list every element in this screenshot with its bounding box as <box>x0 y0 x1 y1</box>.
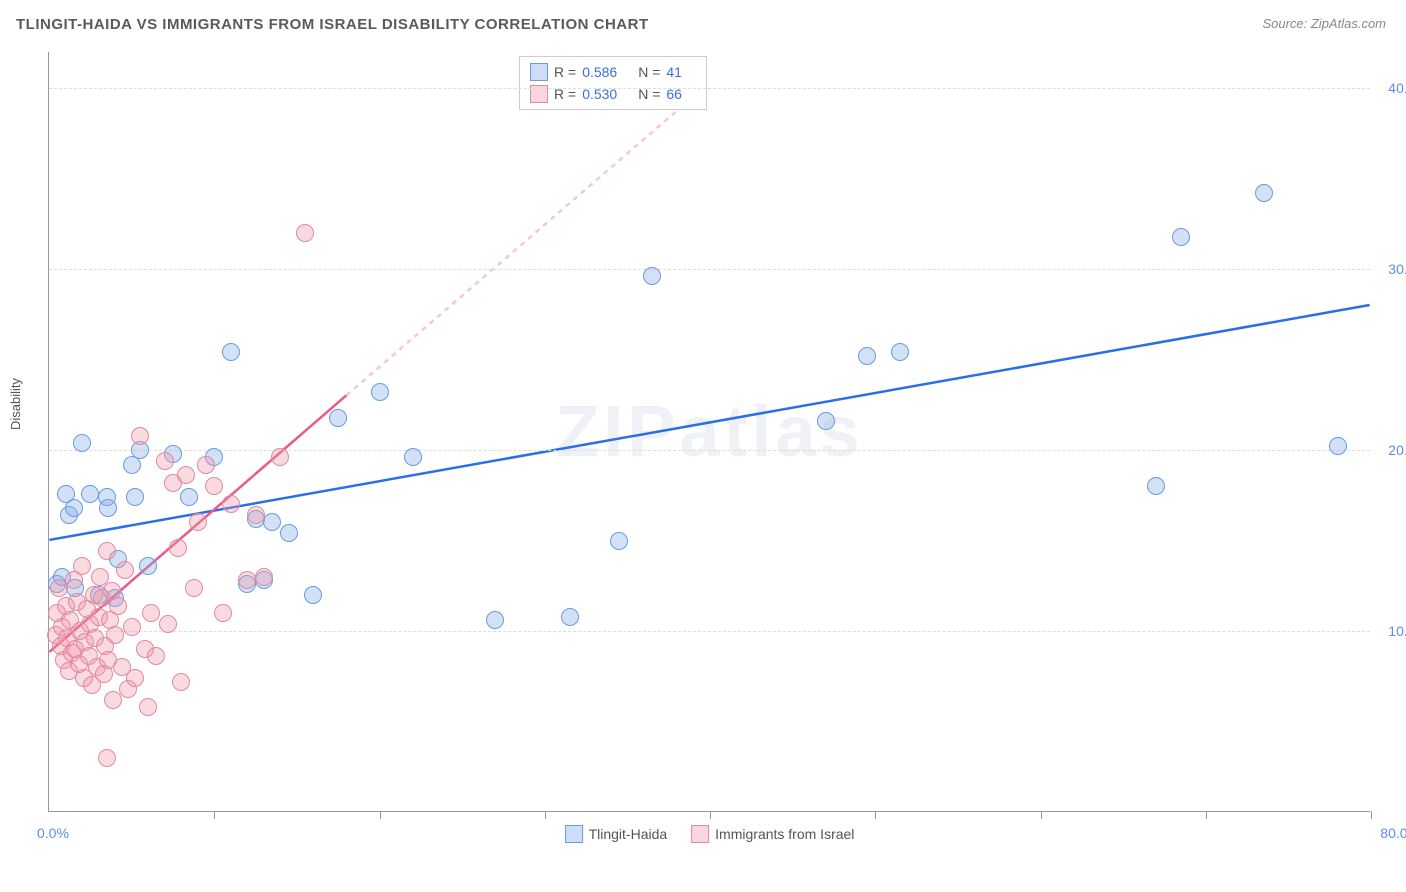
scatter-point <box>247 506 265 524</box>
scatter-point <box>238 571 256 589</box>
scatter-point <box>1147 477 1165 495</box>
scatter-point <box>296 224 314 242</box>
scatter-point <box>142 604 160 622</box>
scatter-point <box>98 542 116 560</box>
scatter-point <box>304 586 322 604</box>
gridline-h <box>49 631 1370 632</box>
scatter-point <box>214 604 232 622</box>
scatter-point <box>891 343 909 361</box>
legend-correlation: R = 0.586 N = 41 R = 0.530 N = 66 <box>519 56 707 110</box>
watermark: ZIPatlas <box>555 391 863 473</box>
scatter-point <box>404 448 422 466</box>
x-tick <box>1371 811 1372 819</box>
scatter-point <box>177 466 195 484</box>
scatter-point <box>126 669 144 687</box>
gridline-h <box>49 450 1370 451</box>
scatter-point <box>561 608 579 626</box>
legend-series-label: Immigrants from Israel <box>715 826 854 842</box>
x-tick <box>875 811 876 819</box>
r-value: 0.530 <box>582 83 632 105</box>
scatter-point <box>189 513 207 531</box>
scatter-point <box>1255 184 1273 202</box>
n-value: 66 <box>666 83 696 105</box>
trend-lines-svg <box>49 52 1370 811</box>
y-axis-label: Disability <box>8 378 23 430</box>
scatter-point <box>109 597 127 615</box>
scatter-point <box>73 434 91 452</box>
legend-swatch <box>565 825 583 843</box>
scatter-point <box>197 456 215 474</box>
y-tick-label: 30.0% <box>1388 261 1406 277</box>
x-axis-min-label: 0.0% <box>37 825 69 841</box>
scatter-point <box>486 611 504 629</box>
scatter-point <box>329 409 347 427</box>
scatter-point <box>106 626 124 644</box>
scatter-point <box>180 488 198 506</box>
scatter-point <box>1329 437 1347 455</box>
scatter-point <box>817 412 835 430</box>
gridline-h <box>49 88 1370 89</box>
scatter-point <box>99 499 117 517</box>
scatter-point <box>159 615 177 633</box>
scatter-point <box>147 647 165 665</box>
y-tick-label: 10.0% <box>1388 623 1406 639</box>
scatter-point <box>139 698 157 716</box>
x-axis-max-label: 80.0% <box>1380 825 1406 841</box>
y-tick-label: 40.0% <box>1388 80 1406 96</box>
legend-correlation-row: R = 0.586 N = 41 <box>530 61 696 83</box>
scatter-point <box>643 267 661 285</box>
scatter-point <box>169 539 187 557</box>
x-tick <box>545 811 546 819</box>
n-value: 41 <box>666 61 696 83</box>
x-tick <box>1206 811 1207 819</box>
x-tick <box>214 811 215 819</box>
legend-swatch <box>691 825 709 843</box>
scatter-point <box>271 448 289 466</box>
y-tick-label: 20.0% <box>1388 442 1406 458</box>
scatter-point <box>139 557 157 575</box>
n-label: N = <box>638 61 660 83</box>
scatter-point <box>222 343 240 361</box>
scatter-point <box>205 477 223 495</box>
scatter-point <box>263 513 281 531</box>
legend-series: Tlingit-Haida Immigrants from Israel <box>565 825 855 843</box>
scatter-point <box>156 452 174 470</box>
scatter-point <box>255 568 273 586</box>
chart-title: TLINGIT-HAIDA VS IMMIGRANTS FROM ISRAEL … <box>16 16 649 33</box>
plot-area: ZIPatlas R =0.586N =41R =0.530N =66 Tlin… <box>48 52 1370 812</box>
scatter-point <box>1172 228 1190 246</box>
scatter-point <box>185 579 203 597</box>
scatter-point <box>116 561 134 579</box>
r-label: R = <box>554 83 576 105</box>
n-label: N = <box>638 83 660 105</box>
scatter-point <box>123 618 141 636</box>
scatter-point <box>98 749 116 767</box>
source-label: Source: ZipAtlas.com <box>1262 16 1386 31</box>
x-tick <box>380 811 381 819</box>
x-tick <box>1041 811 1042 819</box>
scatter-point <box>73 557 91 575</box>
scatter-point <box>81 485 99 503</box>
scatter-point <box>280 524 298 542</box>
legend-series-item: Immigrants from Israel <box>691 825 854 843</box>
scatter-point <box>858 347 876 365</box>
trendline-extension <box>346 83 709 396</box>
gridline-h <box>49 269 1370 270</box>
scatter-point <box>131 427 149 445</box>
r-value: 0.586 <box>582 61 632 83</box>
legend-series-item: Tlingit-Haida <box>565 825 668 843</box>
scatter-point <box>126 488 144 506</box>
scatter-point <box>65 499 83 517</box>
x-tick <box>710 811 711 819</box>
trendline <box>49 305 1369 540</box>
legend-swatch <box>530 63 548 81</box>
scatter-point <box>172 673 190 691</box>
scatter-point <box>610 532 628 550</box>
legend-series-label: Tlingit-Haida <box>589 826 668 842</box>
legend-correlation-row: R = 0.530 N = 66 <box>530 83 696 105</box>
scatter-point <box>222 495 240 513</box>
scatter-point <box>371 383 389 401</box>
r-label: R = <box>554 61 576 83</box>
